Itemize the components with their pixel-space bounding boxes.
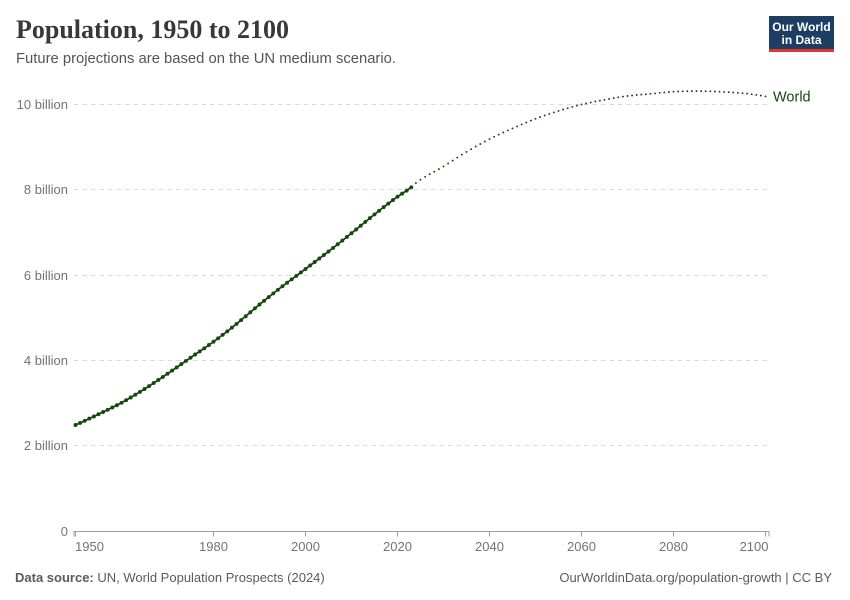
svg-text:1950: 1950 (75, 539, 104, 554)
svg-text:6 billion: 6 billion (24, 268, 68, 283)
svg-text:2040: 2040 (475, 539, 504, 554)
svg-text:2080: 2080 (659, 539, 688, 554)
svg-text:2020: 2020 (383, 539, 412, 554)
svg-text:2 billion: 2 billion (24, 438, 68, 453)
svg-text:World: World (773, 90, 811, 106)
svg-text:8 billion: 8 billion (24, 182, 68, 197)
svg-text:2100: 2100 (740, 539, 769, 554)
svg-text:4 billion: 4 billion (24, 353, 68, 368)
svg-text:0: 0 (61, 524, 68, 539)
svg-text:2000: 2000 (291, 539, 320, 554)
svg-text:2060: 2060 (567, 539, 596, 554)
svg-text:1980: 1980 (199, 539, 228, 554)
svg-text:10 billion: 10 billion (17, 97, 68, 112)
